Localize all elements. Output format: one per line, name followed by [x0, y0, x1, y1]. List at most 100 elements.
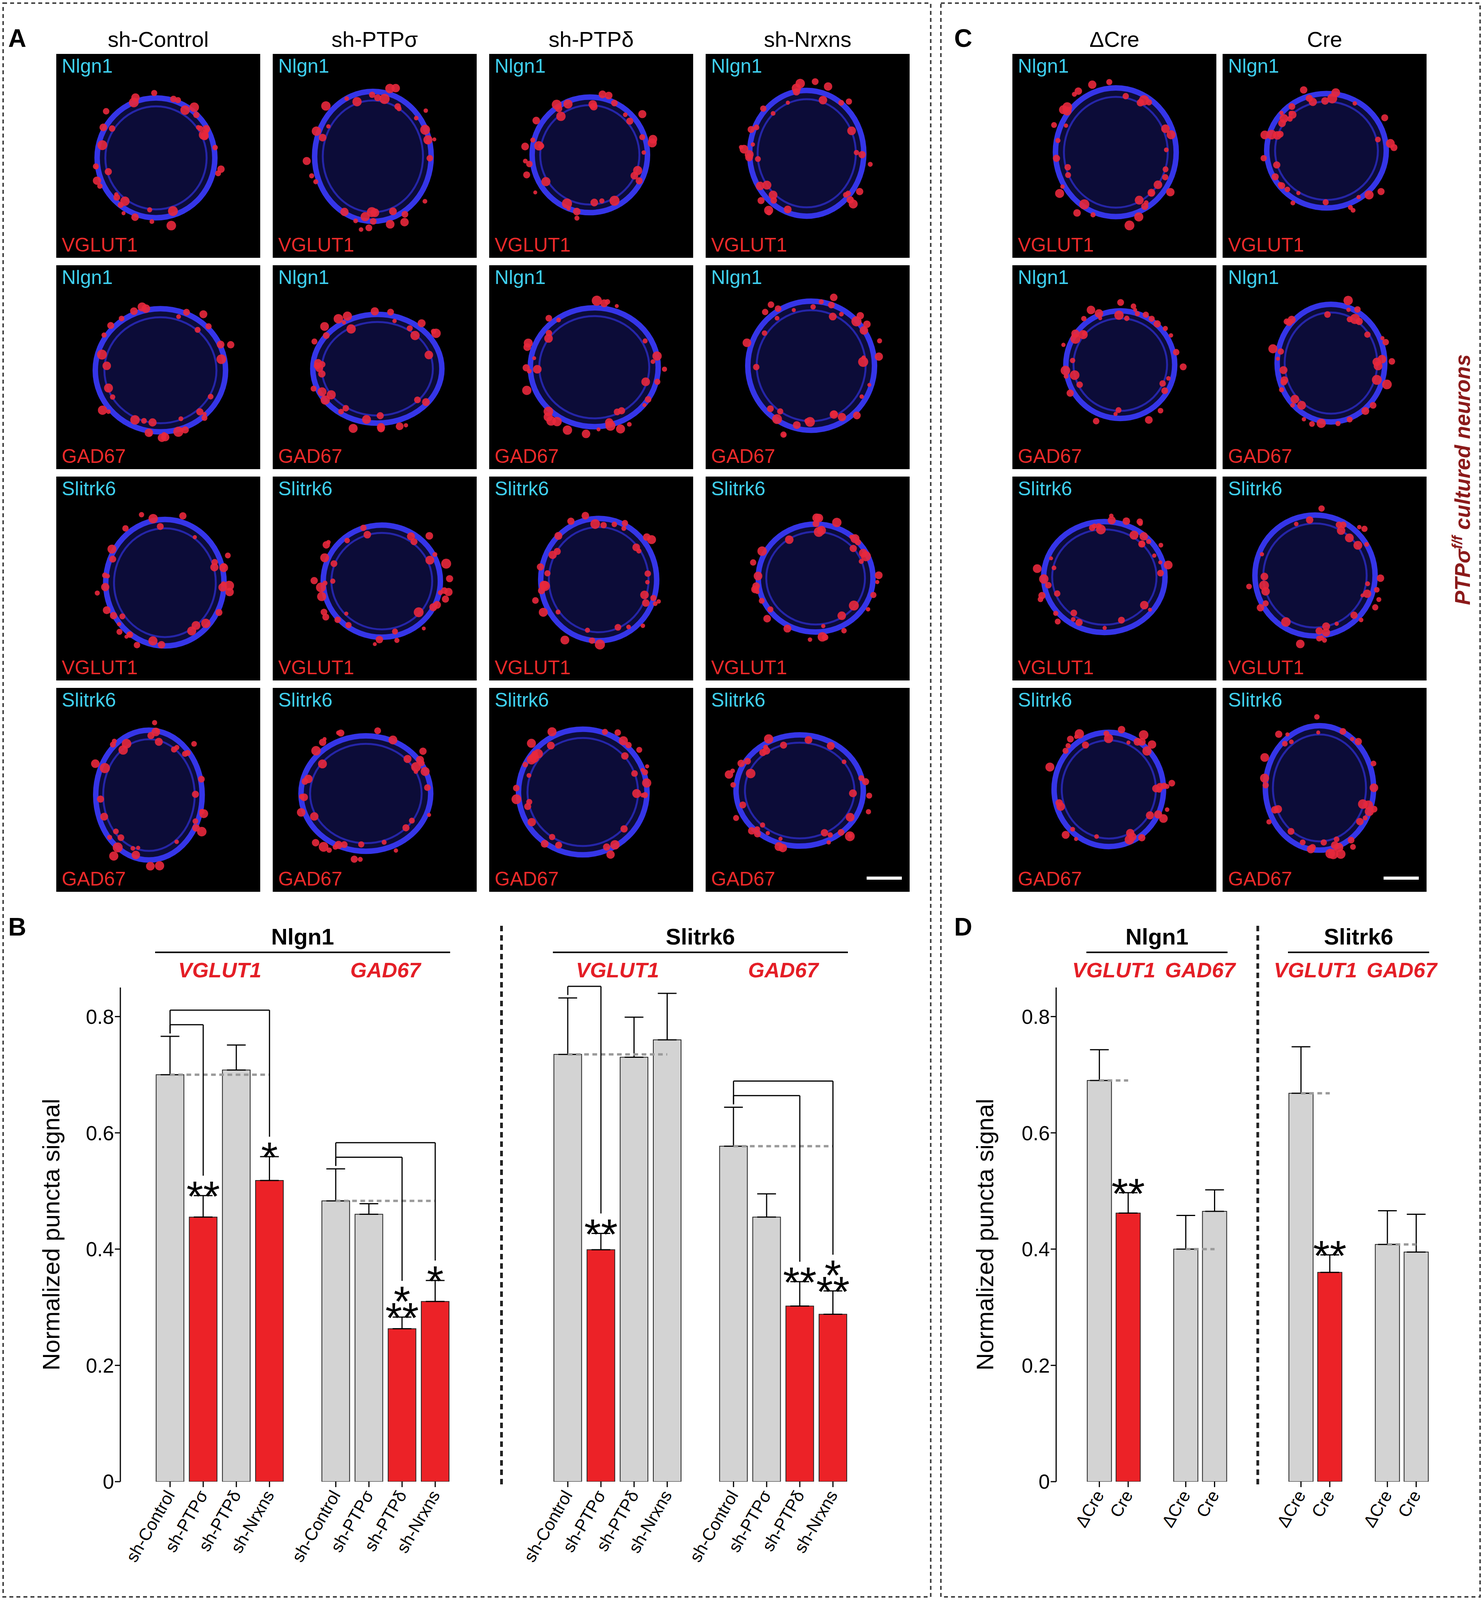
- svg-text:Cre: Cre: [1307, 1487, 1339, 1522]
- svg-text:0.8: 0.8: [85, 1005, 115, 1029]
- svg-text:GAD67: GAD67: [711, 868, 776, 891]
- svg-text:VGLUT1: VGLUT1: [61, 234, 138, 256]
- svg-text:GAD67: GAD67: [711, 445, 776, 468]
- svg-text:PTPσf/f cultured neurons: PTPσf/f cultured neurons: [1449, 354, 1475, 606]
- svg-text:VGLUT1: VGLUT1: [278, 656, 355, 679]
- svg-text:Nlgn1: Nlgn1: [1017, 266, 1070, 289]
- svg-text:sh-PTPδ: sh-PTPδ: [548, 26, 634, 52]
- svg-text:sh-Nrxns: sh-Nrxns: [392, 1487, 444, 1557]
- svg-text:GAD67: GAD67: [1017, 868, 1082, 891]
- svg-text:sh-PTPσ: sh-PTPσ: [331, 26, 418, 52]
- svg-text:ΔCre: ΔCre: [1071, 1487, 1108, 1531]
- svg-text:GAD67: GAD67: [278, 868, 343, 891]
- svg-text:Slitrk6: Slitrk6: [61, 689, 117, 712]
- svg-text:VGLUT1: VGLUT1: [494, 656, 571, 679]
- svg-text:0.4: 0.4: [85, 1238, 115, 1261]
- svg-text:Slitrk6: Slitrk6: [1228, 689, 1283, 712]
- svg-text:VGLUT1: VGLUT1: [575, 958, 660, 982]
- svg-text:Slitrk6: Slitrk6: [1228, 477, 1283, 500]
- svg-text:Nlgn1: Nlgn1: [271, 924, 335, 950]
- svg-text:VGLUT1: VGLUT1: [494, 234, 571, 256]
- svg-text:ΔCre: ΔCre: [1273, 1487, 1310, 1531]
- svg-text:sh-Nrxns: sh-Nrxns: [763, 26, 852, 52]
- svg-text:Slitrk6: Slitrk6: [494, 477, 549, 500]
- svg-text:Nlgn1: Nlgn1: [278, 55, 330, 77]
- svg-text:Slitrk6: Slitrk6: [278, 689, 333, 712]
- svg-text:Nlgn1: Nlgn1: [494, 55, 546, 77]
- svg-text:VGLUT1: VGLUT1: [61, 656, 138, 679]
- svg-text:GAD67: GAD67: [1165, 958, 1237, 982]
- svg-text:**: **: [186, 1172, 220, 1221]
- svg-text:Nlgn1: Nlgn1: [61, 266, 113, 289]
- svg-text:GAD67: GAD67: [1228, 868, 1293, 891]
- svg-text:Nlgn1: Nlgn1: [1228, 266, 1280, 289]
- svg-text:C: C: [954, 24, 973, 53]
- svg-text:Nlgn1: Nlgn1: [494, 266, 546, 289]
- svg-text:0.4: 0.4: [1021, 1238, 1050, 1261]
- svg-text:sh-Control: sh-Control: [107, 26, 209, 52]
- svg-text:0: 0: [102, 1470, 115, 1494]
- svg-text:ΔCre: ΔCre: [1157, 1487, 1195, 1531]
- svg-text:Cre: Cre: [1192, 1487, 1223, 1522]
- svg-text:ΔCre: ΔCre: [1359, 1487, 1396, 1531]
- svg-text:0.2: 0.2: [85, 1354, 115, 1378]
- svg-text:VGLUT1: VGLUT1: [1273, 958, 1358, 982]
- svg-text:VGLUT1: VGLUT1: [1017, 656, 1095, 679]
- svg-text:Nlgn1: Nlgn1: [711, 55, 763, 77]
- svg-text:sh-Control: sh-Control: [121, 1487, 179, 1566]
- svg-text:0.8: 0.8: [1021, 1005, 1050, 1029]
- svg-text:sh-Nrxns: sh-Nrxns: [790, 1487, 841, 1557]
- svg-text:**: **: [1312, 1231, 1347, 1280]
- svg-text:Nlgn1: Nlgn1: [1228, 55, 1280, 77]
- svg-text:**: **: [385, 1293, 419, 1342]
- svg-text:GAD67: GAD67: [494, 445, 559, 468]
- svg-text:GAD67: GAD67: [1228, 445, 1293, 468]
- svg-text:VGLUT1: VGLUT1: [278, 234, 355, 256]
- svg-text:**: **: [1111, 1169, 1145, 1218]
- svg-text:Slitrk6: Slitrk6: [711, 477, 766, 500]
- svg-text:sh-Control: sh-Control: [519, 1487, 576, 1566]
- svg-text:GAD67: GAD67: [278, 445, 343, 468]
- svg-text:GAD67: GAD67: [494, 868, 559, 891]
- svg-text:0.6: 0.6: [85, 1122, 115, 1145]
- svg-text:Nlgn1: Nlgn1: [711, 266, 763, 289]
- svg-text:0: 0: [1038, 1470, 1050, 1494]
- svg-text:Slitrk6: Slitrk6: [61, 477, 117, 500]
- svg-text:*: *: [426, 1256, 444, 1306]
- svg-text:Cre: Cre: [1394, 1487, 1425, 1522]
- svg-text:0.2: 0.2: [1021, 1354, 1050, 1378]
- svg-text:GAD67: GAD67: [61, 868, 126, 891]
- svg-text:D: D: [954, 913, 973, 942]
- svg-text:GAD67: GAD67: [747, 958, 820, 982]
- svg-text:Nlgn1: Nlgn1: [1017, 55, 1070, 77]
- svg-text:sh-Control: sh-Control: [287, 1487, 345, 1566]
- svg-text:GAD67: GAD67: [350, 958, 422, 982]
- svg-text:A: A: [8, 24, 27, 53]
- svg-text:Cre: Cre: [1106, 1487, 1137, 1522]
- svg-text:Slitrk6: Slitrk6: [1017, 689, 1073, 712]
- svg-text:sh-Nrxns: sh-Nrxns: [226, 1487, 278, 1557]
- svg-text:VGLUT1: VGLUT1: [1228, 656, 1305, 679]
- svg-text:VGLUT1: VGLUT1: [1017, 234, 1095, 256]
- svg-text:Nlgn1: Nlgn1: [61, 55, 113, 77]
- svg-text:VGLUT1: VGLUT1: [1228, 234, 1305, 256]
- svg-text:VGLUT1: VGLUT1: [178, 958, 262, 982]
- svg-text:Nlgn1: Nlgn1: [278, 266, 330, 289]
- svg-text:**: **: [783, 1258, 817, 1307]
- svg-text:GAD67: GAD67: [1017, 445, 1082, 468]
- svg-text:Nlgn1: Nlgn1: [1125, 924, 1189, 950]
- svg-text:Slitrk6: Slitrk6: [278, 477, 333, 500]
- svg-text:Normalized puncta signal: Normalized puncta signal: [37, 1098, 65, 1371]
- svg-text:Slitrk6: Slitrk6: [1017, 477, 1073, 500]
- svg-text:ΔCre: ΔCre: [1089, 26, 1140, 52]
- svg-text:Normalized puncta signal: Normalized puncta signal: [971, 1098, 999, 1371]
- svg-text:Slitrk6: Slitrk6: [494, 689, 549, 712]
- svg-text:GAD67: GAD67: [61, 445, 126, 468]
- svg-text:**: **: [816, 1267, 850, 1316]
- svg-text:Slitrk6: Slitrk6: [1323, 924, 1393, 950]
- svg-text:0.6: 0.6: [1021, 1122, 1050, 1145]
- svg-text:sh-Control: sh-Control: [685, 1487, 742, 1566]
- svg-text:VGLUT1: VGLUT1: [1072, 958, 1156, 982]
- svg-text:*: *: [261, 1133, 278, 1182]
- svg-text:**: **: [584, 1210, 618, 1259]
